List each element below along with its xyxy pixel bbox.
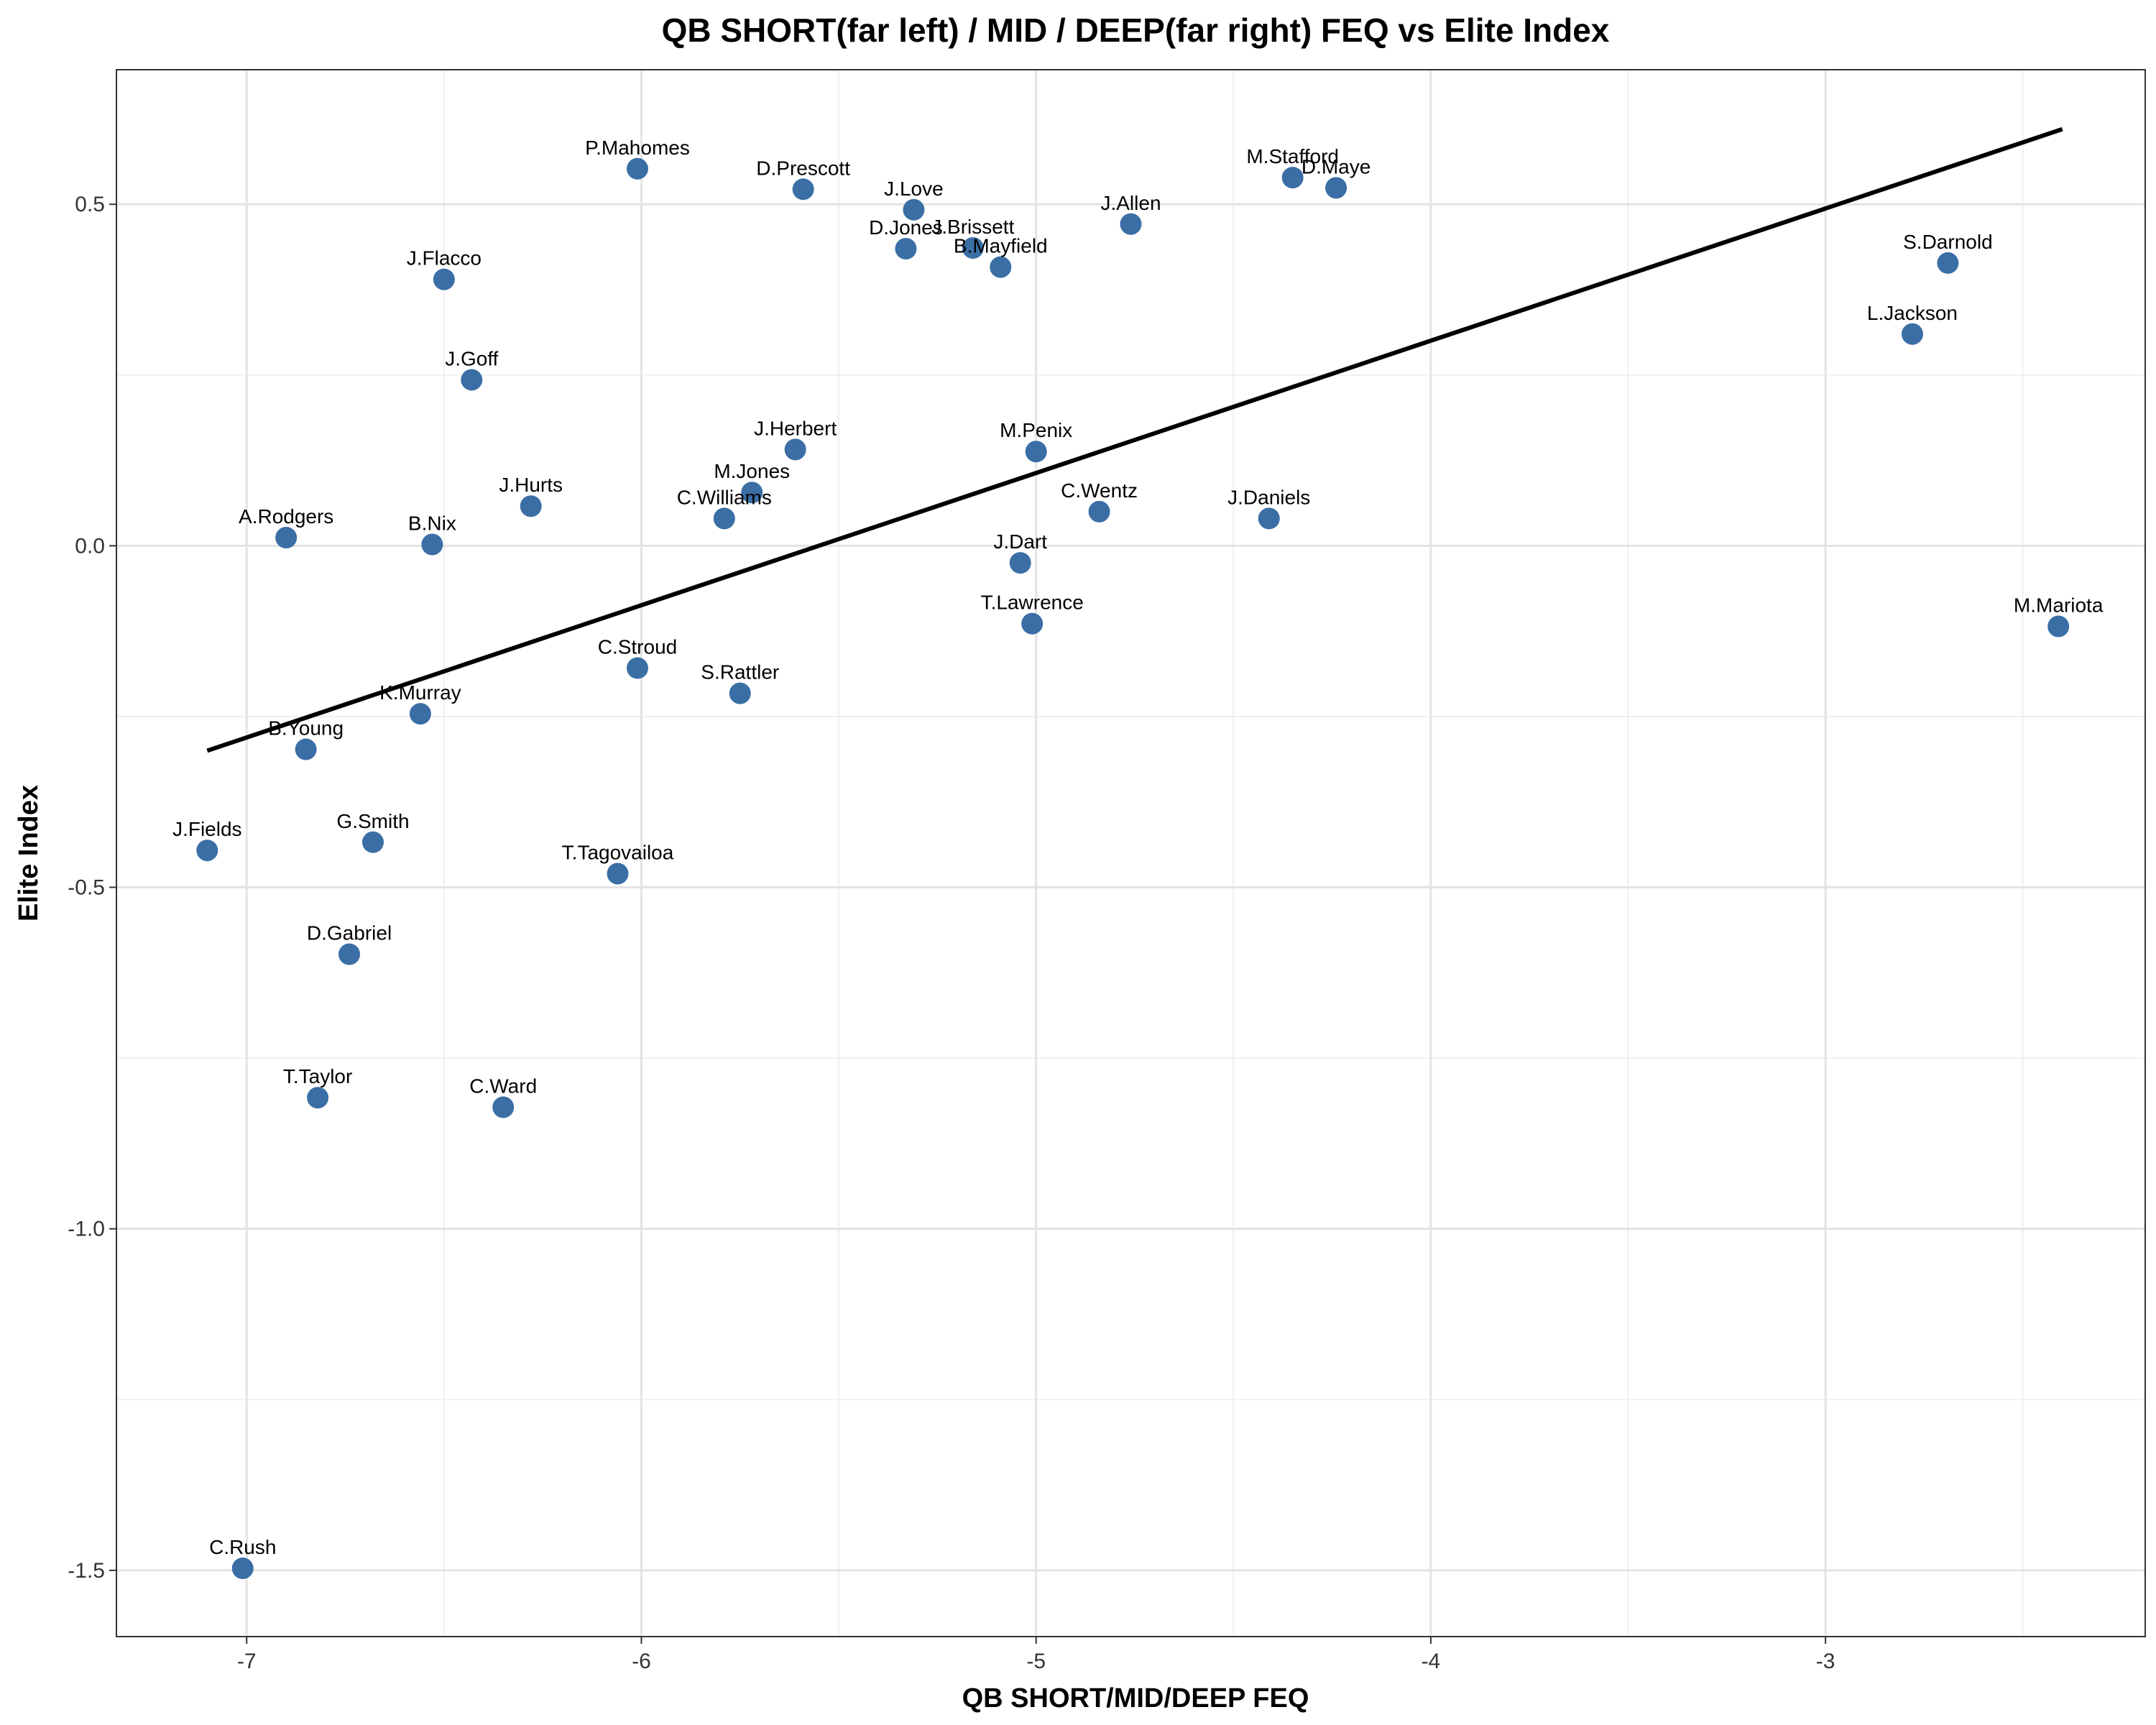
y-tick-label: -1.0 (68, 1218, 105, 1241)
point-label: B.Young (268, 717, 344, 740)
point-label: S.Darnold (1903, 231, 1993, 253)
point-label: J.Dart (993, 530, 1047, 553)
data-point (409, 703, 431, 725)
x-tick-label: -4 (1422, 1650, 1441, 1673)
y-axis-title: Elite Index (14, 785, 44, 921)
y-tick-label: 0.0 (75, 534, 105, 558)
data-point (741, 482, 763, 504)
data-point (626, 157, 648, 180)
data-point (784, 438, 806, 461)
point-label: C.Ward (469, 1075, 537, 1098)
major-gridlines (116, 70, 2145, 1637)
point-label: D.Jones (869, 216, 943, 239)
x-tick-label: -5 (1026, 1650, 1046, 1673)
point-label: T.Taylor (283, 1065, 352, 1087)
x-axis-title: QB SHORT/MID/DEEP FEQ (962, 1683, 1309, 1714)
data-point (1325, 177, 1348, 199)
x-tick-label: -3 (1816, 1650, 1835, 1673)
data-point (196, 840, 218, 862)
chart-title: QB SHORT(far left) / MID / DEEP(far righ… (662, 12, 1610, 49)
point-label: C.Stroud (598, 635, 678, 658)
data-point (1009, 552, 1031, 574)
point-label: M.Mariota (2014, 594, 2104, 616)
data-point (1937, 252, 1959, 274)
data-point (307, 1087, 329, 1109)
point-label: T.Lawrence (981, 592, 1084, 614)
data-point (626, 657, 648, 679)
point-label: C.Rush (209, 1536, 276, 1558)
point-label: C.Wentz (1061, 479, 1138, 502)
data-point (1088, 500, 1110, 523)
y-axis-ticks: -1.5 -1.0 -0.5 0.0 0.5 (68, 193, 116, 1583)
data-point (433, 268, 455, 290)
point-label: S.Rattler (701, 661, 779, 684)
point-label: G.Smith (336, 810, 409, 832)
minor-gridlines (116, 70, 2145, 1637)
y-tick-label: 0.5 (75, 193, 105, 216)
data-point (990, 256, 1012, 278)
point-label: B.Nix (408, 512, 456, 534)
point-label: J.Allen (1100, 192, 1161, 214)
data-point (903, 198, 925, 221)
data-point (1021, 612, 1044, 635)
point-label: J.Goff (445, 347, 498, 369)
data-point (2047, 615, 2070, 638)
data-point (713, 507, 735, 530)
data-point (1281, 167, 1304, 189)
x-tick-label: -7 (237, 1650, 257, 1673)
data-point (1025, 441, 1047, 463)
data-point (338, 943, 361, 965)
data-points (196, 157, 2070, 1579)
data-point (295, 738, 317, 760)
data-point (1120, 213, 1142, 235)
data-point (520, 495, 542, 518)
data-point (792, 178, 814, 201)
y-tick-label: -1.5 (68, 1559, 105, 1583)
data-point (962, 237, 984, 259)
point-labels: P.Mahomes D.Prescott J.Love D.JonesJ.Brisse… (172, 137, 2104, 1558)
data-point (607, 862, 629, 885)
point-label: J.Hurts (499, 474, 563, 496)
trend-line-group (206, 126, 2063, 753)
point-label: L.Jackson (1867, 302, 1958, 324)
trend-line (206, 126, 2063, 753)
point-label: J.Fields (172, 818, 241, 840)
point-label: A.Rodgers (239, 505, 333, 528)
data-point (361, 831, 384, 853)
point-label: M.Jones (714, 460, 790, 482)
x-tick-label: -6 (632, 1650, 651, 1673)
data-point (895, 237, 917, 259)
point-label: C.Williams (677, 486, 772, 508)
point-label: J.Flacco (407, 247, 482, 270)
plot-border (116, 69, 2146, 1637)
point-label: M.Stafford (1246, 145, 1339, 167)
point-label: T.Tagovailoa (562, 842, 674, 864)
point-label: J.Brissett (931, 216, 1014, 238)
point-label: P.Mahomes (585, 137, 690, 159)
point-label: D.Prescott (756, 157, 850, 179)
data-point (1258, 507, 1280, 530)
data-point (492, 1096, 515, 1118)
point-label: B.Mayfield (954, 235, 1048, 257)
point-label: D.Gabriel (307, 922, 392, 944)
x-axis-ticks: -7 -6 -5 -4 -3 (237, 1637, 1835, 1673)
data-point (729, 682, 751, 704)
data-point (421, 533, 443, 556)
data-point (461, 369, 483, 391)
point-label: K.Murray (379, 681, 461, 704)
point-label: J.Herbert (754, 417, 837, 439)
point-label: D.Maye (1302, 155, 1370, 178)
point-label: J.Love (884, 178, 944, 200)
data-point (1901, 323, 1923, 345)
data-point (231, 1557, 254, 1579)
point-label: J.Daniels (1227, 486, 1310, 508)
y-tick-label: -0.5 (68, 876, 105, 900)
data-point (275, 526, 298, 548)
point-label: M.Penix (1000, 419, 1072, 441)
